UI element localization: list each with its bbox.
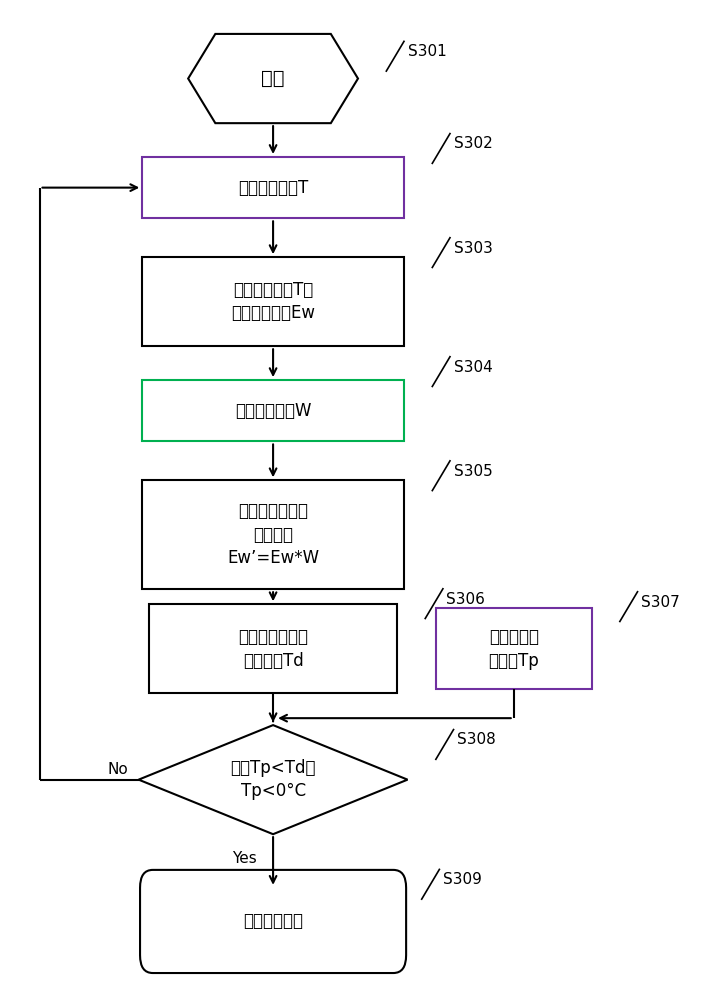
Text: 采样进气滤
芚壁温Tp: 采样进气滤 芚壁温Tp (488, 628, 539, 670)
FancyBboxPatch shape (142, 157, 404, 218)
Text: S302: S302 (453, 136, 493, 151)
Text: S303: S303 (453, 241, 493, 256)
Text: S308: S308 (457, 732, 495, 747)
FancyBboxPatch shape (149, 604, 397, 693)
Text: S305: S305 (453, 464, 493, 479)
FancyBboxPatch shape (142, 480, 404, 589)
Text: 计算环境温度T下
的饱和水汽压Ew: 计算环境温度T下 的饱和水汽压Ew (231, 281, 315, 322)
Text: S307: S307 (641, 595, 679, 610)
FancyBboxPatch shape (142, 380, 404, 441)
FancyBboxPatch shape (436, 608, 591, 689)
FancyBboxPatch shape (142, 257, 404, 346)
Polygon shape (188, 34, 358, 123)
Text: 计算环境温度下
的水汽压
Ew’=Ew*W: 计算环境温度下 的水汽压 Ew’=Ew*W (227, 502, 319, 567)
Text: No: No (107, 762, 128, 777)
Text: 开始: 开始 (261, 69, 285, 88)
Text: S301: S301 (407, 44, 446, 59)
FancyBboxPatch shape (140, 870, 406, 973)
Polygon shape (139, 725, 407, 834)
Text: 计算该环境下的
露点温度Td: 计算该环境下的 露点温度Td (238, 628, 308, 670)
Text: S306: S306 (447, 592, 485, 607)
Text: 采样环境温度T: 采样环境温度T (238, 179, 308, 197)
Text: S309: S309 (443, 872, 482, 887)
Text: 判断Tp<Td且
Tp<0°C: 判断Tp<Td且 Tp<0°C (231, 759, 316, 800)
Text: 采样环境湿度W: 采样环境湿度W (235, 402, 311, 420)
Text: Yes: Yes (233, 851, 257, 866)
Text: S304: S304 (453, 360, 493, 375)
Text: 执行反吹系统: 执行反吹系统 (243, 912, 303, 930)
